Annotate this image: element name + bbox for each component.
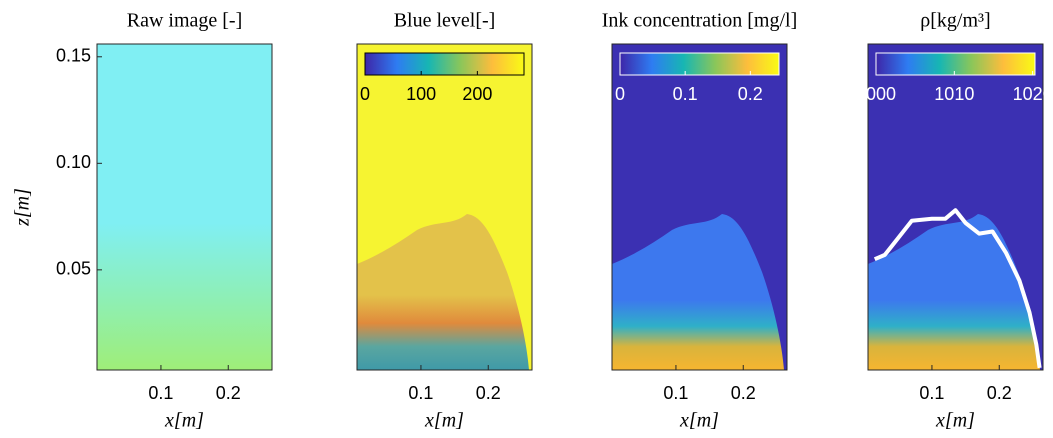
x-tick-label: 0.1 <box>408 383 433 403</box>
colorbar-tick-label: 0.2 <box>738 84 763 104</box>
colorbar-tick-label: 200 <box>462 84 492 104</box>
colorbar <box>620 53 779 75</box>
y-tick-label: 0.15 <box>56 46 91 66</box>
x-axis-label: x[m] <box>679 410 719 432</box>
x-tick-label: 0.1 <box>919 383 944 403</box>
x-tick-label: 0.2 <box>476 383 501 403</box>
x-axis-label: x[m] <box>935 410 975 432</box>
colorbar-tick-label: 1000 <box>856 84 896 104</box>
colorbar-tick-label: 0 <box>615 84 625 104</box>
x-tick-label: 0.2 <box>987 383 1012 403</box>
y-tick-label: 0.10 <box>56 152 91 172</box>
figure: Raw image [-]x[m]z[m]0.10.20.050.100.15B… <box>0 0 1053 438</box>
page: Raw image [-]x[m]z[m]0.10.20.050.100.15B… <box>0 0 1053 438</box>
image-blue-level <box>357 44 532 370</box>
colorbar-tick-label: 100 <box>406 84 436 104</box>
x-tick-label: 0.2 <box>731 383 756 403</box>
colorbar <box>876 53 1035 75</box>
panel-title: ρ[kg/m³] <box>920 10 990 32</box>
y-tick-label: 0.05 <box>56 259 91 279</box>
panel-title: Blue level[-] <box>394 10 496 32</box>
y-axis-label: z[m] <box>12 188 34 227</box>
x-axis-label: x[m] <box>164 410 204 432</box>
x-tick-label: 0.2 <box>216 383 241 403</box>
colorbar-tick-label: 1010 <box>934 84 974 104</box>
colorbar-tick-label: 1020 <box>1013 84 1053 104</box>
colorbar-tick-label: 0 <box>360 84 370 104</box>
x-tick-label: 0.1 <box>663 383 688 403</box>
image-raw <box>97 44 272 370</box>
colorbar <box>365 53 524 75</box>
panel-title: Ink concentration [mg/l] <box>602 10 798 32</box>
panel-title: Raw image [-] <box>127 10 243 32</box>
x-axis-label: x[m] <box>424 410 464 432</box>
x-tick-label: 0.1 <box>148 383 173 403</box>
colorbar-tick-label: 0.1 <box>673 84 698 104</box>
